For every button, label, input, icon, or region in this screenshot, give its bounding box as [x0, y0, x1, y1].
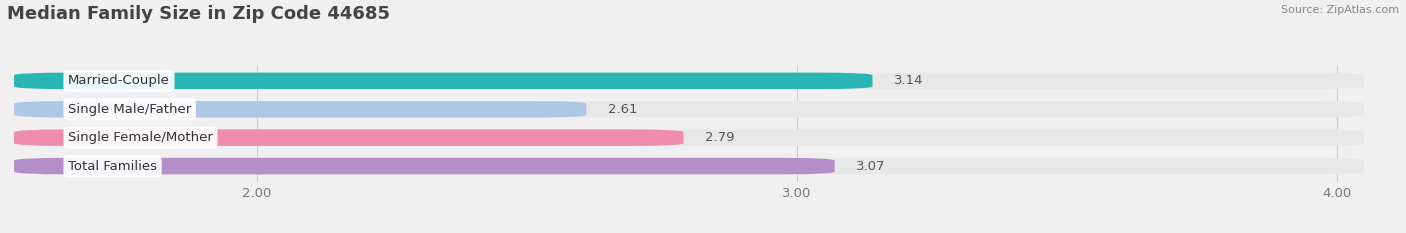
- FancyBboxPatch shape: [14, 73, 1364, 89]
- FancyBboxPatch shape: [14, 73, 873, 89]
- Text: 2.79: 2.79: [706, 131, 735, 144]
- Text: 3.07: 3.07: [856, 160, 886, 173]
- FancyBboxPatch shape: [14, 130, 683, 146]
- FancyBboxPatch shape: [14, 101, 586, 117]
- Text: Single Female/Mother: Single Female/Mother: [67, 131, 212, 144]
- FancyBboxPatch shape: [14, 158, 835, 174]
- Text: Source: ZipAtlas.com: Source: ZipAtlas.com: [1281, 5, 1399, 15]
- Text: Total Families: Total Families: [67, 160, 157, 173]
- Text: Median Family Size in Zip Code 44685: Median Family Size in Zip Code 44685: [7, 5, 389, 23]
- FancyBboxPatch shape: [14, 101, 1364, 117]
- Text: 3.14: 3.14: [894, 74, 924, 87]
- FancyBboxPatch shape: [14, 130, 1364, 146]
- Text: Single Male/Father: Single Male/Father: [67, 103, 191, 116]
- FancyBboxPatch shape: [14, 158, 1364, 174]
- Text: Married-Couple: Married-Couple: [67, 74, 170, 87]
- Text: 2.61: 2.61: [607, 103, 637, 116]
